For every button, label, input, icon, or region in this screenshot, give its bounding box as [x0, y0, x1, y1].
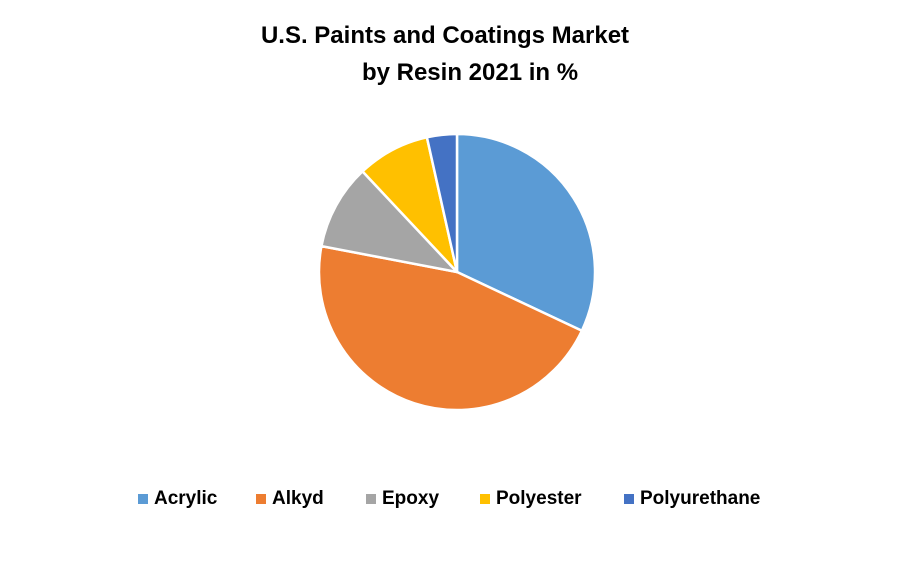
- legend-label-acrylic: Acrylic: [154, 488, 218, 509]
- legend-item-polyurethane: Polyurethane: [624, 486, 760, 512]
- pie-slice-acrylic: [455, 132, 597, 333]
- legend-swatch-alkyd: [256, 494, 266, 504]
- pie-slice-epoxy: [320, 170, 459, 274]
- legend-label-epoxy: Epoxy: [382, 488, 440, 509]
- legend-swatch-polyurethane: [624, 494, 634, 504]
- legend-item-polyester: Polyester: [480, 486, 582, 512]
- chart-title-line-2: by Resin 2021 in %: [361, 59, 579, 86]
- pie-slice-alkyd: [317, 244, 584, 412]
- legend-item-acrylic: Acrylic: [138, 486, 217, 512]
- legend-label-alkyd: Alkyd: [272, 488, 324, 509]
- legend-swatch-acrylic: [138, 494, 148, 504]
- legend-swatch-polyester: [480, 494, 490, 504]
- legend-label-polyurethane: Polyurethane: [640, 488, 761, 509]
- legend-swatch-epoxy: [366, 494, 376, 504]
- legend-item-alkyd: Alkyd: [256, 486, 324, 512]
- pie-slice-polyurethane: [425, 132, 459, 274]
- chart-legend: Acrylic Alkyd Epoxy Polyester Polyuretha…: [0, 486, 900, 512]
- legend-item-epoxy: Epoxy: [366, 486, 439, 512]
- legend-label-polyester: Polyester: [496, 488, 582, 509]
- chart-title-line-1: U.S. Paints and Coatings Market: [260, 22, 630, 49]
